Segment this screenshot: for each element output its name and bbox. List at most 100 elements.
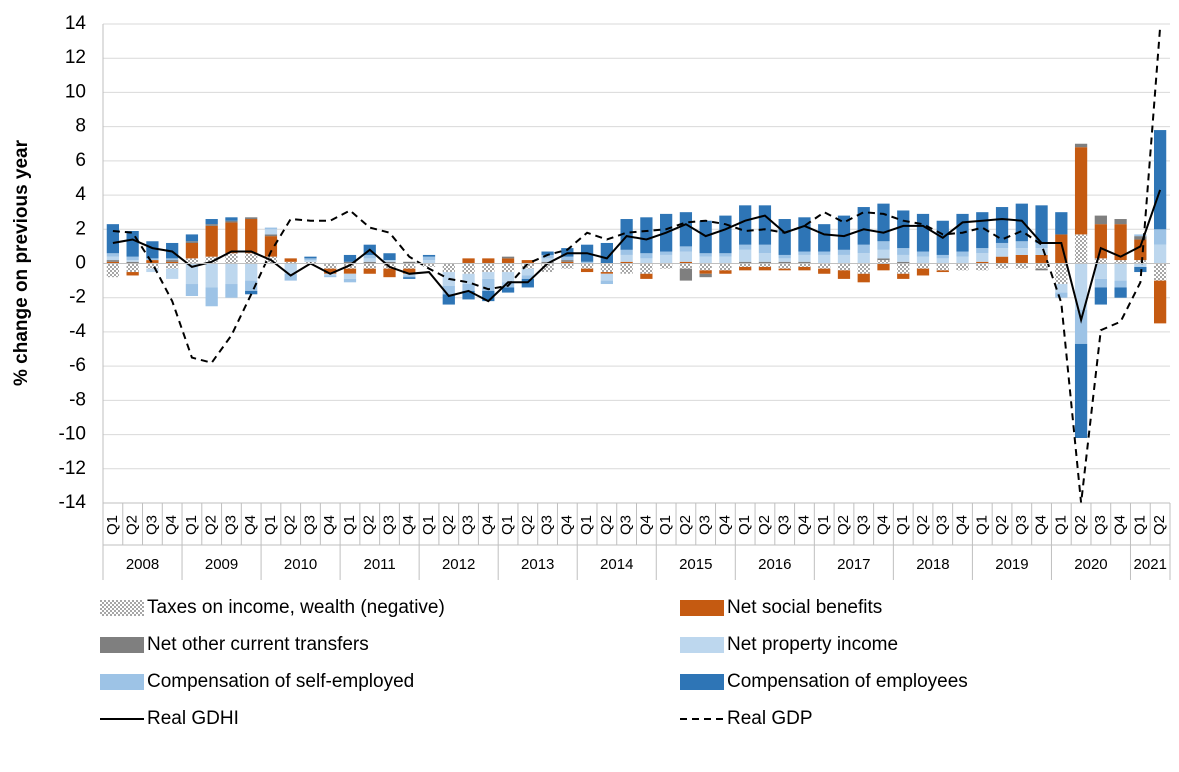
bar-segment (561, 261, 574, 264)
bar-segment (995, 207, 1009, 243)
year-label: 2009 (205, 556, 238, 573)
year-label: 2019 (995, 556, 1028, 573)
bar-segment (403, 261, 416, 264)
bar-segment (600, 272, 613, 274)
bar-segment (304, 258, 317, 261)
bar-segment (758, 205, 772, 245)
bar-segment (126, 260, 139, 262)
bar-segment (995, 248, 1009, 257)
y-tick-label: 8 (75, 116, 86, 137)
x-tick-label: Q4 (400, 515, 417, 535)
bar-segment (225, 222, 238, 254)
bar-segment (1114, 280, 1127, 288)
x-tick-label: Q2 (914, 515, 931, 535)
bar-segment (580, 261, 594, 264)
bar-segment (877, 260, 890, 264)
legend-label: Compensation of self-employed (147, 671, 414, 692)
x-tick-label: Q4 (242, 515, 259, 535)
bar-segment (719, 270, 732, 274)
year-label: 2011 (363, 556, 395, 573)
bar-segment (106, 253, 120, 257)
x-tick-label: Q3 (539, 515, 556, 535)
bar-segment (1153, 244, 1167, 264)
bar-segment (1094, 263, 1107, 279)
bar-segment (126, 263, 139, 273)
bar-segment (739, 261, 752, 264)
x-tick-label: Q2 (1072, 515, 1089, 535)
bar-segment (126, 272, 139, 276)
bar-segment (758, 244, 772, 254)
bar-segment (600, 273, 613, 281)
y-tick-label: 12 (65, 47, 86, 68)
x-tick-label: Q4 (558, 515, 575, 535)
bar-segment (758, 266, 772, 271)
x-tick-label: Q2 (282, 515, 299, 535)
bar-segment (897, 273, 910, 279)
bar-segment (482, 272, 495, 279)
bar-segment (264, 234, 278, 237)
bar-segment (185, 284, 199, 297)
bar-segment (205, 224, 218, 226)
bar-segment (679, 263, 693, 269)
bar-segment (1074, 263, 1088, 310)
bar-segment (501, 256, 515, 259)
bar-segment (106, 224, 120, 254)
bar-segment (719, 256, 732, 264)
line (112, 27, 1162, 504)
bar-segment (185, 234, 199, 242)
x-tick-label: Q4 (479, 515, 496, 535)
x-tick-label: Q3 (855, 515, 872, 535)
y-tick-label: -2 (69, 287, 86, 308)
bar-segment (758, 253, 772, 262)
x-tick-label: Q2 (203, 515, 220, 535)
bar-segment (1035, 254, 1048, 264)
bar-segment (778, 263, 791, 269)
bar-segment (1074, 147, 1088, 235)
bar-segment (1094, 258, 1107, 264)
bar-segment (1035, 263, 1048, 269)
bar-segment (284, 261, 297, 264)
bar-segment (818, 268, 831, 274)
legend-swatch (100, 674, 144, 690)
bar-segment (521, 260, 534, 264)
bar-segment (1015, 263, 1028, 269)
x-tick-label: Q1 (815, 515, 832, 535)
x-tick-label: Q4 (1112, 515, 1129, 535)
bar-segment (936, 270, 949, 273)
x-tick-label: Q3 (697, 515, 714, 535)
y-tick-label: 2 (75, 218, 86, 239)
x-tick-label: Q2 (1151, 515, 1168, 535)
x-tick-label: Q4 (795, 515, 812, 535)
bar-segment (225, 217, 238, 221)
bar-segment (482, 278, 495, 291)
bar-segment (857, 207, 870, 245)
bar-segment (1134, 263, 1147, 267)
bar-segment (561, 256, 574, 261)
bar-segment (225, 263, 238, 285)
x-tick-label: Q1 (183, 515, 200, 535)
bar-segment (245, 263, 258, 281)
bar-segment (403, 277, 416, 279)
bar-segment (343, 273, 357, 279)
bar-segment (956, 263, 969, 271)
bar-segment (936, 258, 949, 264)
bar-segment (995, 263, 1009, 269)
bar-segment (363, 268, 376, 274)
bar-segment (679, 261, 693, 264)
bar-segment (976, 261, 989, 264)
legend-swatch (680, 637, 724, 653)
bar-segment (580, 263, 594, 269)
bar-segment (264, 236, 278, 257)
bar-segment (620, 261, 633, 264)
x-tick-label: Q3 (934, 515, 951, 535)
bar-segment (541, 251, 554, 255)
bar-segment (857, 253, 870, 264)
x-tick-label: Q4 (163, 515, 180, 535)
bar-segment (877, 249, 890, 259)
bar-segment (818, 251, 831, 255)
bar-segment (245, 217, 258, 220)
bar-segment (1015, 241, 1028, 249)
line (112, 189, 1162, 324)
bar-segment (561, 263, 574, 269)
bar-segment (699, 273, 712, 278)
